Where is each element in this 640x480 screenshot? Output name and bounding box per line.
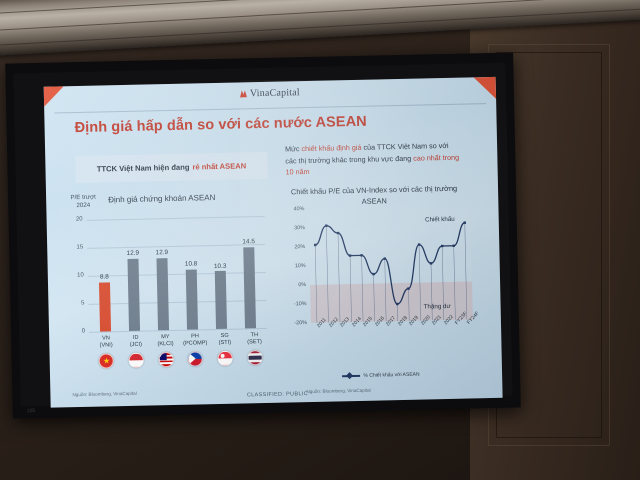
bar-column: 8.8 (92, 219, 116, 332)
philippines-flag (187, 351, 204, 367)
line-chart-ytick: 30% (293, 225, 305, 232)
callout-right-line1-a: Mức (285, 144, 302, 154)
malaysia-flag (158, 351, 174, 368)
bar-column: 14.5 (237, 216, 261, 329)
header-divider (54, 103, 487, 114)
bar-chart: 20 15 10 5 0 8.8 12.9 12.9 10.8 10.3 14.5 (64, 208, 268, 335)
brand-logo: VinaCapital (44, 83, 496, 104)
projection-screen-surface: VinaCapital Định giá hấp dẫn so với các … (13, 62, 513, 408)
vinacapital-mark-icon (240, 90, 247, 97)
bar-column: 12.9 (121, 219, 145, 331)
bar-chart-flag-row (92, 350, 270, 369)
presentation-slide: VinaCapital Định giá hấp dẫn so với các … (43, 76, 503, 408)
bar-chart-title: Định giá chứng khoán ASEAN (108, 193, 216, 205)
callout-left: TTCK Việt Nam hiện đang rẻ nhất ASEAN (75, 151, 268, 184)
bar-category-label: MY (KLCI) (157, 334, 174, 348)
line-chart-series (313, 221, 468, 323)
classification-label: CLASSIFIED: PUBLIC (246, 390, 309, 399)
line-chart: Chiết khấu 40% 30% 20% 10% 0% -10% -20% 2011 20… (284, 205, 481, 357)
bar-chart-ytick: 20 (75, 216, 83, 223)
bar-category-label: VN (VNI) (99, 335, 113, 349)
source-note-right: Nguồn: Bloomberg, VinaCapital (306, 387, 371, 395)
annotation-discount: Chiết khấu (425, 215, 455, 224)
vietnam-flag (98, 353, 115, 369)
bar (98, 282, 112, 332)
line-chart-ytick: 40% (293, 206, 305, 213)
source-note-left: Nguồn: Bloomberg, VinaCapital (72, 390, 137, 398)
bar (185, 268, 199, 330)
bar-value-label: 8.8 (99, 273, 109, 281)
indonesia-flag (128, 352, 144, 368)
line-chart-ytick: 0% (298, 282, 307, 289)
line-chart-xaxis-labels: 2011 2012 2013 2014 2015 2016 2017 2018 2019 2020… (311, 311, 481, 357)
legend-label: % Chiết khấu với ASEAN (363, 371, 420, 379)
bar-column: 10.8 (179, 217, 203, 330)
line-chart-ytick: 10% (294, 263, 306, 270)
line-chart-ytick: 20% (294, 244, 306, 251)
callout-left-highlight: rẻ nhất ASEAN (192, 161, 247, 172)
bar-value-label: 10.8 (184, 260, 198, 268)
bar-category-label: SG (STI) (218, 332, 232, 346)
singapore-flag (217, 350, 233, 367)
bar-value-label: 12.9 (155, 249, 169, 257)
bar-chart-ylabel: P/E trượt 2024 (70, 193, 96, 210)
callout-right-line3-a: đang (395, 153, 414, 163)
projection-screen: VinaCapital Định giá hấp dẫn so với các … (5, 52, 521, 419)
line-chart-ytick: -10% (293, 301, 307, 308)
line-chart-plot-area: Chiết khấu (308, 205, 473, 323)
bar-category-label: ID (JCI) (129, 334, 142, 348)
line-chart-legend: % Chiết khấu với ASEAN (288, 370, 474, 380)
line-chart-ytick: -20% (294, 320, 307, 327)
bar (243, 247, 257, 329)
annotation-surplus: Thặng dư (423, 302, 451, 311)
bar-value-label: 14.5 (242, 238, 255, 246)
bar-category-label: PH (PCOMP) (182, 333, 208, 347)
callout-left-text: TTCK Việt Nam hiện đang (96, 162, 190, 174)
bar-value-label: 12.9 (126, 249, 140, 258)
bar (156, 257, 170, 331)
bar-chart-category-labels: VN (VNI) ID (JCI) MY (KLCI) PH (PCOMP) SG (STI) TH… (91, 332, 269, 350)
callout-right: Mức chiết khấu định giá của TTCK Việt Na… (285, 140, 461, 179)
callout-right-line1-b: của TTCK Việt Nam (361, 141, 428, 152)
bar (214, 271, 228, 330)
callout-right-highlight-1: chiết khấu định giá (301, 142, 362, 154)
bar-chart-ytick: 15 (76, 244, 84, 251)
bar-chart-ytick: 5 (81, 300, 85, 307)
brand-name: VinaCapital (249, 87, 300, 100)
slide-number: 105 (26, 408, 36, 415)
bar (127, 258, 141, 331)
bar-column: 12.9 (150, 218, 174, 331)
bar-chart-bars: 8.8 12.9 12.9 10.8 10.3 14.5 (89, 216, 265, 332)
thailand-flag (247, 350, 263, 366)
slide-title: Định giá hấp dẫn so với các nước ASEAN (74, 113, 367, 137)
bar-chart-ytick: 0 (81, 328, 86, 335)
legend-line-marker-icon (342, 375, 361, 377)
bar-chart-ytick: 10 (77, 272, 84, 279)
bar-column: 10.3 (208, 217, 232, 330)
line-chart-title: Chiết khấu P/E của VN-Index so với các t… (290, 183, 458, 206)
bar-category-label: TH (SET) (247, 332, 262, 346)
bar-value-label: 10.3 (213, 262, 227, 270)
